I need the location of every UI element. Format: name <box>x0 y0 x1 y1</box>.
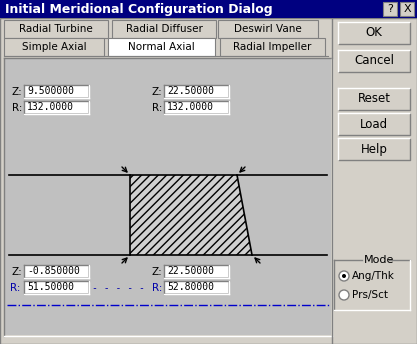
Bar <box>339 114 409 134</box>
Text: - - - - -: - - - - - <box>92 283 144 293</box>
Circle shape <box>342 274 346 278</box>
Text: Ang/Thk: Ang/Thk <box>352 271 395 281</box>
Bar <box>5 59 331 335</box>
Bar <box>165 102 228 113</box>
Bar <box>339 89 409 109</box>
Text: Z:: Z: <box>152 87 163 97</box>
Text: Radial Diffuser: Radial Diffuser <box>126 24 202 34</box>
Text: Simple Axial: Simple Axial <box>22 42 86 52</box>
Text: Help: Help <box>361 142 387 155</box>
Text: 132.0000: 132.0000 <box>27 103 74 112</box>
Bar <box>339 23 409 43</box>
Text: Z:: Z: <box>12 267 23 277</box>
Bar <box>220 38 325 56</box>
Text: Z:: Z: <box>152 267 163 277</box>
Text: Initial Meridional Configuration Dialog: Initial Meridional Configuration Dialog <box>5 2 273 15</box>
Bar <box>400 2 414 16</box>
Text: R:: R: <box>12 103 23 113</box>
Text: 52.80000: 52.80000 <box>167 282 214 292</box>
Text: OK: OK <box>366 26 382 40</box>
Circle shape <box>339 290 349 300</box>
Text: R:: R: <box>10 283 20 293</box>
Bar <box>218 20 318 38</box>
Bar <box>108 38 215 56</box>
Bar <box>25 282 88 293</box>
Bar <box>25 102 88 113</box>
Text: ?: ? <box>387 4 393 14</box>
Bar <box>339 51 409 71</box>
Bar <box>165 282 228 293</box>
Text: 132.0000: 132.0000 <box>167 103 214 112</box>
Bar <box>4 38 104 56</box>
Text: Mode: Mode <box>364 255 394 265</box>
Text: Radial Turbine: Radial Turbine <box>19 24 93 34</box>
Text: 22.50000: 22.50000 <box>167 267 214 277</box>
Text: Radial Impeller: Radial Impeller <box>234 42 311 52</box>
Bar <box>112 20 216 38</box>
Text: R:: R: <box>152 103 162 113</box>
Text: 51.50000: 51.50000 <box>27 282 74 292</box>
Circle shape <box>339 271 349 281</box>
Bar <box>165 266 228 277</box>
Bar <box>383 2 397 16</box>
Text: R:: R: <box>152 283 162 293</box>
Bar <box>165 86 228 97</box>
Text: Reset: Reset <box>357 93 390 106</box>
Text: Load: Load <box>360 118 388 130</box>
Bar <box>339 139 409 159</box>
Text: Deswirl Vane: Deswirl Vane <box>234 24 302 34</box>
Text: Normal Axial: Normal Axial <box>128 42 195 52</box>
Text: 22.50000: 22.50000 <box>167 86 214 97</box>
Text: Z:: Z: <box>12 87 23 97</box>
Bar <box>0 0 417 18</box>
Bar <box>25 86 88 97</box>
Text: X: X <box>403 4 411 14</box>
Bar <box>4 20 108 38</box>
Text: 9.500000: 9.500000 <box>27 86 74 97</box>
Text: -0.850000: -0.850000 <box>27 267 80 277</box>
Text: Cancel: Cancel <box>354 54 394 67</box>
Text: Prs/Sct: Prs/Sct <box>352 290 388 300</box>
Polygon shape <box>130 175 252 255</box>
Bar <box>25 266 88 277</box>
